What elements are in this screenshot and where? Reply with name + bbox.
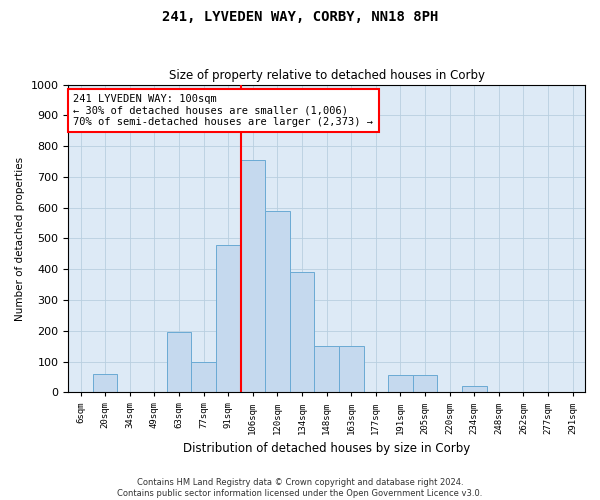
- Bar: [290, 272, 314, 392]
- Bar: [462, 386, 487, 392]
- Text: 241, LYVEDEN WAY, CORBY, NN18 8PH: 241, LYVEDEN WAY, CORBY, NN18 8PH: [162, 10, 438, 24]
- Bar: [339, 346, 364, 393]
- Text: Contains HM Land Registry data © Crown copyright and database right 2024.
Contai: Contains HM Land Registry data © Crown c…: [118, 478, 482, 498]
- Bar: [191, 362, 216, 392]
- Bar: [314, 346, 339, 393]
- Y-axis label: Number of detached properties: Number of detached properties: [15, 156, 25, 320]
- Bar: [167, 332, 191, 392]
- Bar: [93, 374, 118, 392]
- Text: 241 LYVEDEN WAY: 100sqm
← 30% of detached houses are smaller (1,006)
70% of semi: 241 LYVEDEN WAY: 100sqm ← 30% of detache…: [73, 94, 373, 127]
- Title: Size of property relative to detached houses in Corby: Size of property relative to detached ho…: [169, 69, 485, 82]
- X-axis label: Distribution of detached houses by size in Corby: Distribution of detached houses by size …: [183, 442, 470, 455]
- Bar: [241, 160, 265, 392]
- Bar: [265, 211, 290, 392]
- Bar: [216, 244, 241, 392]
- Bar: [388, 376, 413, 392]
- Bar: [413, 376, 437, 392]
